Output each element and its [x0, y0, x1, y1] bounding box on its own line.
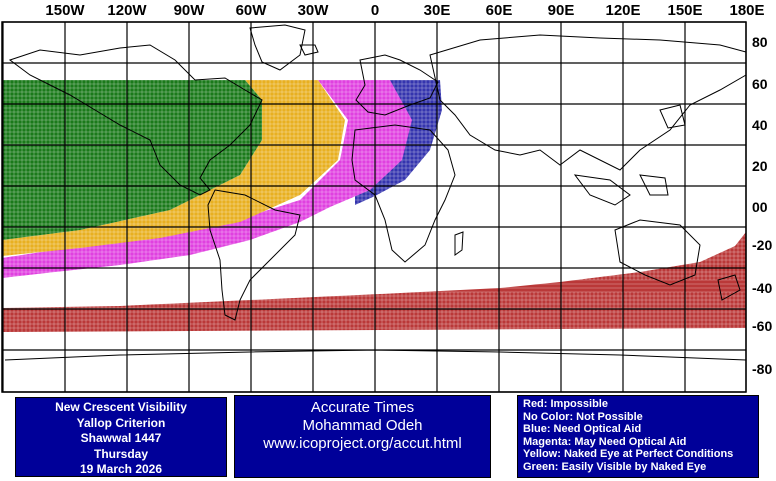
- lon-label-90e: 90E: [547, 2, 575, 19]
- legend-perfect-conditions: Yellow: Naked Eye at Perfect Conditions: [523, 448, 734, 461]
- legend-panel: Red: Impossible No Color: Not Possible B…: [517, 395, 759, 478]
- legend-optical-aid: Blue: Need Optical Aid: [523, 423, 642, 436]
- lat-label-minus80: -80: [752, 361, 773, 377]
- crescent-info-panel: New Crescent Visibility Yallop Criterion…: [15, 397, 227, 477]
- hijri-month: Shawwal 1447: [80, 431, 162, 445]
- lat-label-minus60: -60: [752, 318, 773, 334]
- lon-label-180e: 180E: [729, 2, 765, 19]
- credits-panel: Accurate Times Mohammad Odeh www.icoproj…: [234, 395, 491, 478]
- lon-label-90w: 90W: [173, 2, 205, 19]
- longitude-axis: 150W 120W 90W 60W 30W 0 30E 60E 90E 120E…: [0, 0, 776, 22]
- lon-label-120e: 120E: [605, 2, 641, 19]
- lat-label-20: 20: [752, 158, 768, 174]
- lon-label-0: 0: [370, 2, 380, 19]
- lon-label-30w: 30W: [297, 2, 329, 19]
- lat-label-80: 80: [752, 34, 768, 50]
- lon-label-30e: 30E: [423, 2, 451, 19]
- website-url: www.icoproject.org/accut.html: [263, 435, 462, 452]
- legend-naked-eye: Green: Easily Visible by Naked Eye: [523, 460, 707, 473]
- criterion-name: Yallop Criterion: [76, 415, 166, 430]
- gregorian-date: 19 March 2026: [79, 462, 163, 476]
- lat-label-minus20: -20: [752, 237, 773, 253]
- legend-may-need-aid: Magenta: May Need Optical Aid: [523, 435, 687, 448]
- lon-label-60w: 60W: [235, 2, 267, 19]
- legend-impossible: Red: Impossible: [523, 398, 608, 410]
- map-frame: [1, 21, 747, 393]
- lon-label-120w: 120W: [107, 2, 147, 19]
- software-name: Accurate Times: [310, 399, 415, 416]
- lon-label-60e: 60E: [485, 2, 513, 19]
- panel-title: New Crescent Visibility: [55, 400, 187, 414]
- lat-label-minus40: -40: [752, 280, 773, 296]
- lat-label-60: 60: [752, 76, 768, 92]
- author-name: Mohammad Odeh: [302, 417, 423, 434]
- lat-label-40: 40: [752, 117, 768, 133]
- lon-label-150e: 150E: [667, 2, 703, 19]
- lat-label-00: 00: [752, 199, 768, 215]
- lon-label-150w: 150W: [45, 2, 85, 19]
- weekday: Thursday: [93, 446, 148, 461]
- legend-not-possible: No Color: Not Possible: [523, 410, 643, 423]
